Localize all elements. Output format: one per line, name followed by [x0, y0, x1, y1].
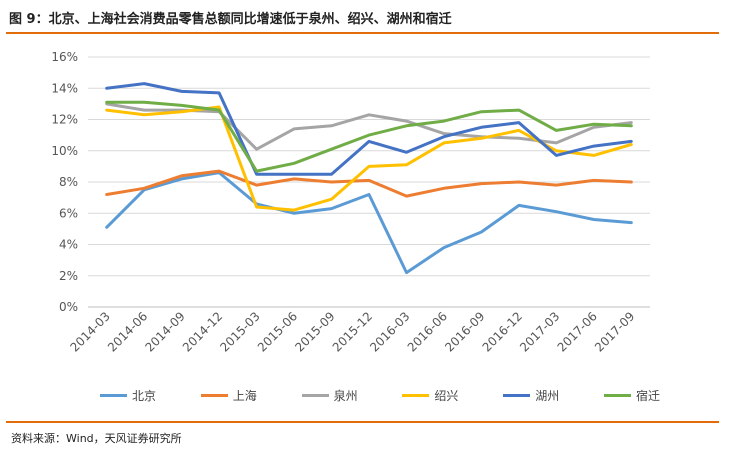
x-tick-label: 2015-12	[330, 309, 375, 354]
legend-label: 绍兴	[434, 389, 459, 403]
x-tick-label: 2014-03	[68, 309, 113, 354]
legend-label: 宿迁	[635, 389, 660, 403]
y-tick-label: 2%	[59, 269, 78, 283]
series-line-湖州	[105, 82, 633, 176]
y-tick-label: 16%	[51, 50, 78, 64]
series-line-北京	[105, 171, 633, 275]
figure-title: 图 9：北京、上海社会消费品零售总额同比增速低于泉州、绍兴、湖州和宿迁	[9, 12, 452, 27]
bottom-divider	[6, 421, 719, 423]
legend-item: 绍兴	[402, 387, 458, 404]
y-tick-label: 10%	[51, 144, 78, 158]
legend-label: 上海	[232, 389, 257, 403]
x-tick-label: 2016-12	[480, 309, 525, 354]
legend-swatch	[603, 394, 631, 397]
series-line-宿迁	[105, 100, 633, 173]
x-axis: 2014-032014-062014-092014-122015-032015-…	[68, 306, 650, 355]
y-tick-label: 4%	[59, 238, 78, 252]
y-tick-label: 0%	[59, 300, 78, 314]
x-tick-label: 2015-06	[255, 309, 300, 354]
x-tick-label: 2017-03	[517, 309, 562, 354]
legend-swatch	[402, 394, 430, 397]
x-tick-label: 2014-12	[180, 309, 225, 354]
series-line-上海	[105, 169, 633, 198]
legend-item: 湖州	[503, 387, 559, 404]
source-note: 资料来源：Wind，天风证券研究所	[11, 432, 182, 445]
y-tick-label: 6%	[59, 206, 78, 220]
x-tick-label: 2015-09	[292, 309, 337, 354]
legend-item: 泉州	[301, 387, 358, 404]
x-tick-label: 2016-06	[405, 309, 450, 354]
legend: 北京 上海 泉州 绍兴 湖州 宿迁	[100, 387, 660, 404]
x-tick-label: 2016-03	[367, 309, 412, 354]
legend-swatch	[503, 394, 531, 397]
legend-item: 北京	[100, 387, 156, 404]
x-tick-label: 2014-06	[105, 309, 150, 354]
y-axis: 0% 2% 4% 6% 8% 10% 12% 14% 16%	[51, 50, 78, 314]
legend-item: 宿迁	[603, 387, 660, 404]
legend-label: 泉州	[333, 389, 358, 403]
x-tick-label: 2017-09	[592, 309, 637, 354]
legend-swatch	[200, 394, 228, 397]
legend-item: 上海	[200, 387, 257, 404]
top-divider	[6, 32, 719, 34]
x-tick-label: 2014-09	[142, 309, 187, 354]
legend-label: 北京	[132, 389, 157, 403]
y-tick-label: 12%	[51, 113, 78, 127]
legend-swatch	[301, 394, 329, 397]
y-tick-label: 8%	[59, 175, 78, 189]
legend-swatch	[100, 394, 127, 397]
legend-label: 湖州	[535, 389, 560, 403]
x-tick-label: 2016-09	[442, 309, 487, 354]
x-tick-label: 2015-03	[217, 309, 262, 354]
series-lines	[105, 82, 633, 275]
x-tick-label: 2017-06	[555, 309, 600, 354]
y-tick-label: 14%	[51, 81, 78, 95]
